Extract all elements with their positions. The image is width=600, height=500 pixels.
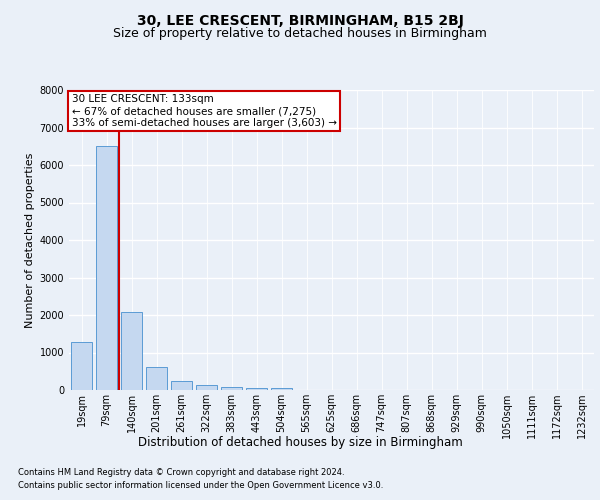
Y-axis label: Number of detached properties: Number of detached properties <box>25 152 35 328</box>
Bar <box>96 146 117 390</box>
Bar <box>121 312 142 390</box>
Bar <box>71 342 92 390</box>
Text: 30, LEE CRESCENT, BIRMINGHAM, B15 2BJ: 30, LEE CRESCENT, BIRMINGHAM, B15 2BJ <box>137 14 463 28</box>
Bar <box>271 388 292 390</box>
Text: Contains HM Land Registry data © Crown copyright and database right 2024.: Contains HM Land Registry data © Crown c… <box>18 468 344 477</box>
Bar <box>146 367 167 390</box>
Text: Distribution of detached houses by size in Birmingham: Distribution of detached houses by size … <box>137 436 463 449</box>
Bar <box>196 385 217 390</box>
Text: Size of property relative to detached houses in Birmingham: Size of property relative to detached ho… <box>113 28 487 40</box>
Bar <box>221 386 242 390</box>
Bar <box>171 380 192 390</box>
Text: Contains public sector information licensed under the Open Government Licence v3: Contains public sector information licen… <box>18 480 383 490</box>
Text: 30 LEE CRESCENT: 133sqm
← 67% of detached houses are smaller (7,275)
33% of semi: 30 LEE CRESCENT: 133sqm ← 67% of detache… <box>71 94 337 128</box>
Bar <box>246 388 267 390</box>
